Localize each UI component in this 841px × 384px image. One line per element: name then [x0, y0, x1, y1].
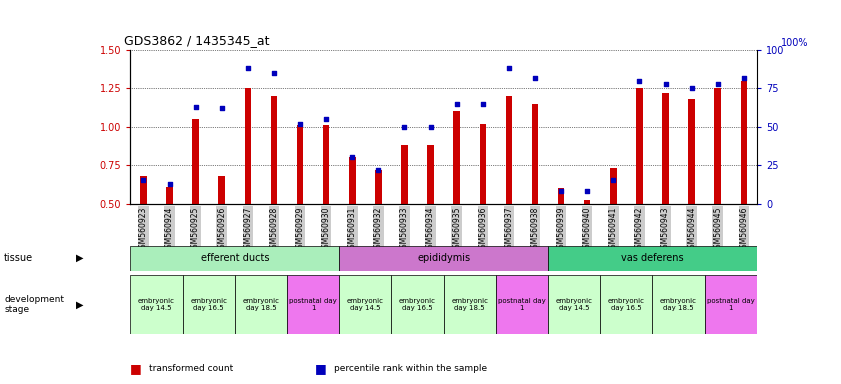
- Bar: [339, 246, 548, 271]
- Point: [320, 116, 333, 122]
- Text: epididymis: epididymis: [417, 253, 470, 263]
- Point: [424, 124, 437, 130]
- Bar: [653, 275, 705, 334]
- Bar: [401, 145, 408, 204]
- Point: [606, 177, 620, 184]
- Bar: [375, 170, 382, 204]
- Point: [737, 74, 750, 81]
- Point: [659, 81, 672, 87]
- Point: [241, 65, 255, 71]
- Bar: [245, 88, 251, 204]
- Text: postnatal day
1: postnatal day 1: [289, 298, 337, 311]
- Point: [346, 154, 359, 161]
- Text: ▶: ▶: [76, 299, 83, 310]
- Bar: [339, 275, 391, 334]
- Text: ▶: ▶: [76, 253, 83, 263]
- Bar: [600, 275, 653, 334]
- Bar: [349, 157, 356, 204]
- Bar: [496, 275, 548, 334]
- Text: vas deferens: vas deferens: [621, 253, 684, 263]
- Bar: [219, 176, 225, 204]
- Bar: [391, 275, 443, 334]
- Bar: [323, 125, 330, 204]
- Bar: [235, 275, 287, 334]
- Point: [137, 177, 151, 184]
- Bar: [705, 275, 757, 334]
- Bar: [741, 81, 747, 204]
- Text: postnatal day
1: postnatal day 1: [498, 298, 546, 311]
- Bar: [271, 96, 278, 204]
- Bar: [715, 88, 721, 204]
- Text: embryonic
day 16.5: embryonic day 16.5: [190, 298, 227, 311]
- Text: embryonic
day 14.5: embryonic day 14.5: [346, 298, 383, 311]
- Point: [267, 70, 281, 76]
- Y-axis label: 100%: 100%: [780, 38, 808, 48]
- Point: [476, 101, 489, 107]
- Bar: [130, 246, 339, 271]
- Point: [580, 188, 594, 194]
- Point: [189, 104, 203, 110]
- Text: transformed count: transformed count: [149, 364, 233, 373]
- Bar: [453, 111, 460, 204]
- Point: [398, 124, 411, 130]
- Bar: [548, 246, 757, 271]
- Point: [372, 167, 385, 173]
- Point: [528, 74, 542, 81]
- Bar: [297, 125, 304, 204]
- Point: [632, 78, 646, 84]
- Text: embryonic
day 16.5: embryonic day 16.5: [608, 298, 645, 311]
- Bar: [610, 168, 616, 204]
- Bar: [636, 88, 643, 204]
- Point: [502, 65, 516, 71]
- Text: percentile rank within the sample: percentile rank within the sample: [334, 364, 487, 373]
- Bar: [193, 119, 198, 204]
- Bar: [689, 99, 695, 204]
- Text: embryonic
day 14.5: embryonic day 14.5: [138, 298, 175, 311]
- Bar: [505, 96, 512, 204]
- Text: embryonic
day 14.5: embryonic day 14.5: [556, 298, 593, 311]
- Text: tissue: tissue: [4, 253, 34, 263]
- Bar: [140, 176, 146, 204]
- Text: development
stage: development stage: [4, 295, 64, 314]
- Point: [163, 180, 177, 187]
- Text: efferent ducts: efferent ducts: [200, 253, 269, 263]
- Bar: [662, 93, 669, 204]
- Bar: [443, 275, 496, 334]
- Text: GDS3862 / 1435345_at: GDS3862 / 1435345_at: [124, 34, 270, 47]
- Text: ■: ■: [130, 362, 142, 375]
- Point: [215, 105, 229, 111]
- Bar: [130, 275, 182, 334]
- Point: [450, 101, 463, 107]
- Text: embryonic
day 18.5: embryonic day 18.5: [660, 298, 697, 311]
- Point: [685, 85, 698, 91]
- Bar: [287, 275, 339, 334]
- Bar: [584, 200, 590, 204]
- Text: embryonic
day 18.5: embryonic day 18.5: [242, 298, 279, 311]
- Text: embryonic
day 16.5: embryonic day 16.5: [399, 298, 436, 311]
- Point: [711, 81, 724, 87]
- Point: [554, 188, 568, 194]
- Bar: [182, 275, 235, 334]
- Bar: [558, 188, 564, 204]
- Text: postnatal day
1: postnatal day 1: [707, 298, 754, 311]
- Point: [294, 121, 307, 127]
- Bar: [532, 104, 538, 204]
- Bar: [167, 187, 172, 204]
- Text: embryonic
day 18.5: embryonic day 18.5: [452, 298, 489, 311]
- Bar: [479, 124, 486, 204]
- Bar: [427, 145, 434, 204]
- Bar: [548, 275, 600, 334]
- Text: ■: ■: [315, 362, 327, 375]
